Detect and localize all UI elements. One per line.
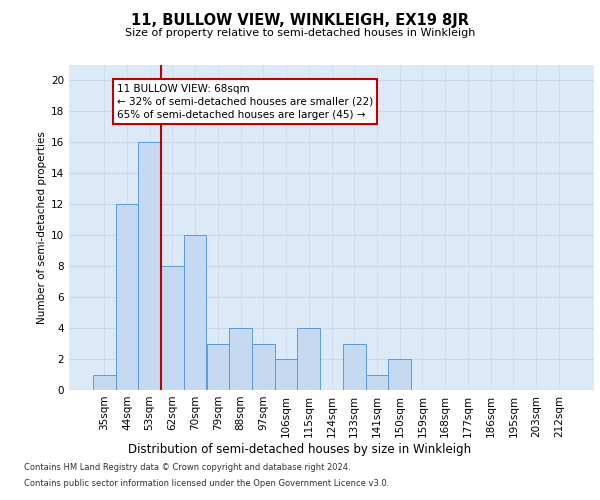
Bar bbox=[343, 344, 365, 390]
Bar bbox=[275, 359, 298, 390]
Bar bbox=[365, 374, 388, 390]
Bar bbox=[184, 235, 206, 390]
Bar bbox=[139, 142, 161, 390]
Text: Contains public sector information licensed under the Open Government Licence v3: Contains public sector information licen… bbox=[24, 478, 389, 488]
Text: Size of property relative to semi-detached houses in Winkleigh: Size of property relative to semi-detach… bbox=[125, 28, 475, 38]
Bar bbox=[388, 359, 411, 390]
Y-axis label: Number of semi-detached properties: Number of semi-detached properties bbox=[37, 131, 47, 324]
Bar bbox=[116, 204, 139, 390]
Bar bbox=[298, 328, 320, 390]
Bar bbox=[229, 328, 252, 390]
Bar bbox=[93, 374, 116, 390]
Text: Distribution of semi-detached houses by size in Winkleigh: Distribution of semi-detached houses by … bbox=[128, 442, 472, 456]
Bar bbox=[206, 344, 229, 390]
Text: 11 BULLOW VIEW: 68sqm
← 32% of semi-detached houses are smaller (22)
65% of semi: 11 BULLOW VIEW: 68sqm ← 32% of semi-deta… bbox=[117, 84, 373, 120]
Bar bbox=[161, 266, 184, 390]
Text: Contains HM Land Registry data © Crown copyright and database right 2024.: Contains HM Land Registry data © Crown c… bbox=[24, 464, 350, 472]
Bar bbox=[252, 344, 275, 390]
Text: 11, BULLOW VIEW, WINKLEIGH, EX19 8JR: 11, BULLOW VIEW, WINKLEIGH, EX19 8JR bbox=[131, 12, 469, 28]
